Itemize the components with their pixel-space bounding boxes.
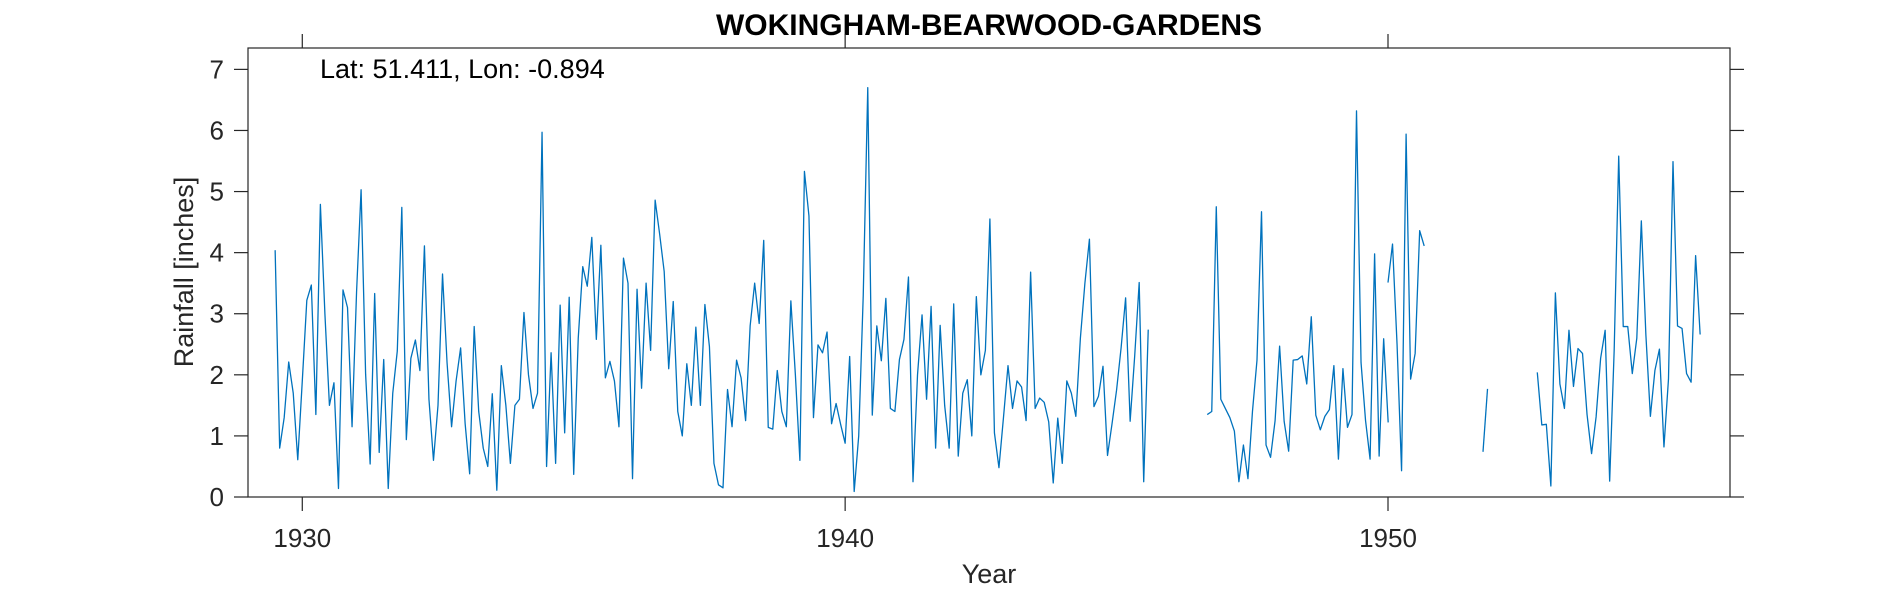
x-axis-label: Year bbox=[962, 559, 1017, 589]
x-tick-label: 1940 bbox=[816, 523, 874, 553]
y-axis-label: Rainfall [inches] bbox=[169, 177, 199, 368]
rainfall-line-segment-2 bbox=[1206, 110, 1389, 483]
station-coordinates: Lat: 51.411, Lon: -0.894 bbox=[320, 54, 605, 84]
y-tick-label: 2 bbox=[210, 360, 224, 390]
rainfall-line-segment-1 bbox=[274, 87, 1149, 493]
y-tick-label: 3 bbox=[210, 299, 224, 329]
axes: 0 1 2 3 4 5 6 7 1930 1940 1950 bbox=[210, 34, 1744, 553]
y-tick-label: 1 bbox=[210, 421, 224, 451]
y-tick-label: 6 bbox=[210, 115, 224, 145]
x-tick-label: 1930 bbox=[273, 523, 331, 553]
y-tick-label: 7 bbox=[210, 54, 224, 84]
chart-title: WOKINGHAM-BEARWOOD-GARDENS bbox=[716, 9, 1262, 42]
plot-area bbox=[248, 48, 1730, 497]
y-tick-label: 0 bbox=[210, 482, 224, 512]
rainfall-series bbox=[274, 87, 1701, 493]
rainfall-line-segment-5 bbox=[1536, 155, 1701, 487]
y-tick-label: 5 bbox=[210, 177, 224, 207]
x-tick-label: 1950 bbox=[1359, 523, 1417, 553]
y-tick-label: 4 bbox=[210, 238, 224, 268]
rainfall-line-segment-4 bbox=[1482, 388, 1489, 452]
rainfall-line-segment-3 bbox=[1387, 133, 1425, 472]
axes-box bbox=[247, 47, 1731, 498]
